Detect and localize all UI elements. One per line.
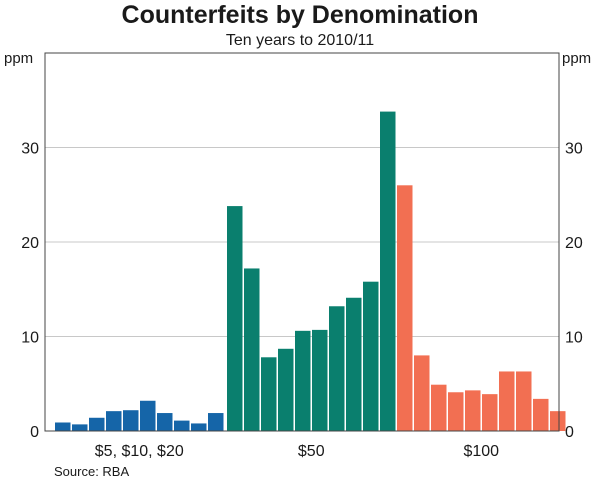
category-label: $50: [298, 443, 325, 460]
bar: [431, 384, 447, 431]
y-tick-label-left: 10: [21, 330, 39, 347]
category-label: $5, $10, $20: [95, 443, 184, 460]
bar: [208, 413, 224, 431]
chart-title: Counterfeits by Denomination: [121, 1, 479, 29]
gridlines: [45, 147, 559, 337]
bar: [448, 392, 464, 431]
y-tick-label-right: 0: [565, 424, 574, 441]
bar: [329, 306, 345, 431]
y-axis-unit-left: ppm: [4, 50, 33, 67]
y-tick-label-right: 30: [565, 141, 583, 158]
bar: [482, 394, 498, 431]
bars: [55, 111, 566, 431]
bar: [55, 422, 71, 431]
bar: [278, 348, 294, 431]
bar: [397, 185, 413, 431]
bar: [499, 371, 515, 431]
y-tick-label-left: 30: [21, 141, 39, 158]
bar: [123, 410, 139, 431]
bar: [346, 297, 362, 431]
bar: [72, 424, 88, 431]
y-tick-label-left: 20: [21, 235, 39, 252]
chart-subtitle: Ten years to 2010/11: [225, 32, 375, 49]
bar: [191, 423, 207, 431]
plot-frame: [44, 52, 560, 432]
y-tick-label-left: 0: [30, 424, 39, 441]
bar: [174, 420, 190, 431]
bar: [106, 411, 122, 431]
bar: [89, 417, 105, 431]
bar: [295, 330, 311, 431]
bar: [363, 281, 379, 431]
bar: [227, 206, 243, 431]
bar: [140, 400, 156, 431]
y-tick-label-right: 10: [565, 330, 583, 347]
bar: [312, 329, 328, 431]
y-tick-label-right: 20: [565, 235, 583, 252]
bar: [380, 111, 396, 431]
category-label: $100: [463, 443, 499, 460]
bar: [157, 413, 173, 431]
bar: [261, 357, 277, 431]
bar: [414, 355, 430, 431]
y-ticks: 0 0 10 10 20 20 30 30: [21, 141, 583, 442]
bar: [465, 390, 481, 431]
source-note: Source: RBA: [54, 464, 130, 479]
bar: [516, 371, 532, 431]
category-labels: $5, $10, $20 $50 $100: [95, 443, 499, 460]
bar: [533, 398, 549, 431]
y-axis-unit-right: ppm: [562, 50, 591, 67]
bar: [244, 268, 260, 431]
bar: [550, 411, 566, 431]
